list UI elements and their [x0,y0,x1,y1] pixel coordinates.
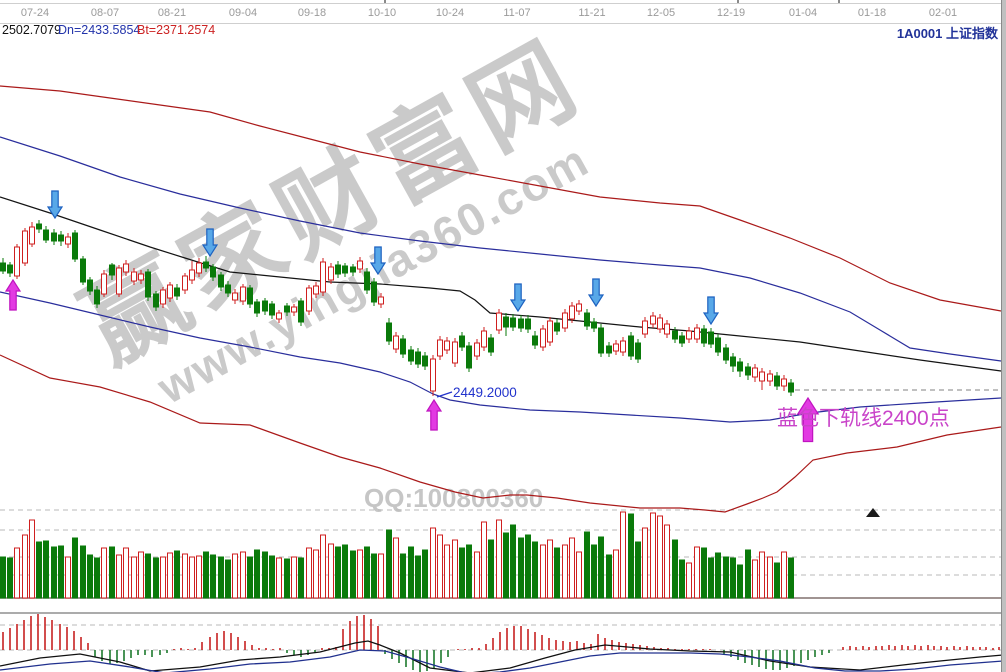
date-tick-label: 01-04 [788,7,818,19]
session-divider-tick [384,0,386,4]
date-tick-label: 08-07 [90,7,120,19]
candles-layer [0,220,794,396]
signal-arrows [4,190,820,443]
macd-layer [0,614,1004,672]
marked-low-label: 2449.2000 [453,385,517,400]
session-divider-tick [838,0,840,4]
date-tick-label: 10-24 [435,7,465,19]
date-axis: 07-24 08-07 08-21 09-04 09-18 10-10 10-24 11-07… [0,3,1001,24]
date-tick-label: 01-18 [857,7,887,19]
date-tick-label: 09-04 [228,7,258,19]
window-right-border [1001,0,1006,672]
date-tick-label: 09-18 [297,7,327,19]
symbol-name: 1A0001 上证指数 [896,26,998,41]
lower-band-note-label: 蓝色下轨线2400点 [777,407,950,430]
low-pointer-line [436,391,453,398]
volume-layer [0,511,794,599]
session-divider-tick [737,0,739,4]
date-tick-label: 10-10 [367,7,397,19]
dn-band-value: Dn=2433.5854 [58,23,141,37]
indicator-info-row: 2502.7079 Dn=2433.5854 Bt=2371.2574 [0,23,1001,38]
price-value: 2502.7079 [2,23,62,37]
date-tick-label: 12-05 [646,7,676,19]
collapse-triangle-marker[interactable] [866,508,880,517]
date-tick-label: 07-24 [20,7,50,19]
band-lines [0,85,1002,513]
date-tick-label: 11-07 [503,7,531,19]
date-tick-label: 02-01 [928,7,958,19]
bt-band-value: Bt=2371.2574 [137,23,216,37]
date-tick-label: 08-21 [157,7,187,19]
date-tick-label: 11-21 [578,7,606,19]
date-tick-label: 12-19 [716,7,746,19]
